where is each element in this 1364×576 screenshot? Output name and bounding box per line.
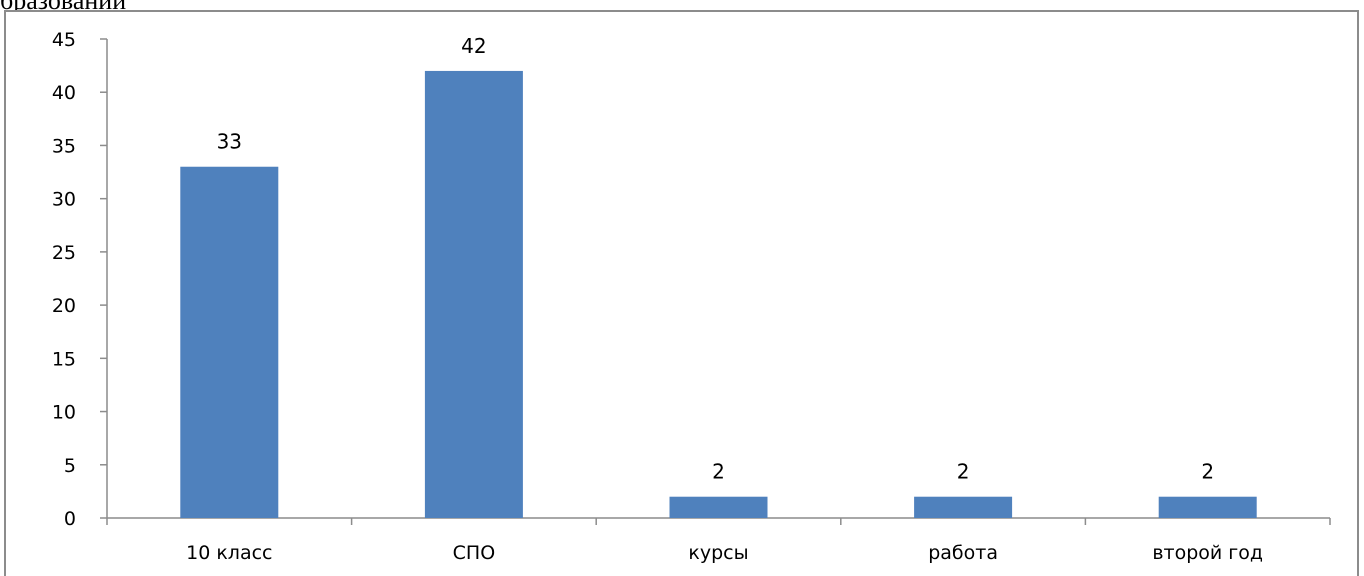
data-label: 33	[217, 130, 242, 154]
bar	[914, 496, 1013, 518]
x-tick-label: второй год	[1152, 542, 1263, 564]
y-tick-label: 10	[52, 402, 76, 424]
y-tick-label: 45	[52, 29, 76, 51]
x-tick-label: курсы	[688, 542, 748, 564]
data-label: 42	[461, 34, 486, 58]
bar	[424, 70, 523, 518]
y-axis: 0 5 10 15 20 25 30 35 40 45	[52, 29, 108, 530]
x-tick-label: СПО	[453, 542, 496, 564]
x-tick-label: 10 класс	[186, 542, 272, 564]
bars	[180, 70, 1257, 518]
y-tick-label: 0	[64, 508, 76, 530]
y-tick-label: 5	[64, 455, 76, 477]
y-tick-label: 15	[52, 348, 76, 370]
bar	[180, 166, 279, 518]
y-tick-label: 20	[52, 295, 76, 317]
y-tick-label: 30	[52, 189, 76, 211]
bar	[1158, 496, 1257, 518]
x-axis: 10 класс СПО курсы работа второй год	[106, 517, 1331, 564]
data-label: 2	[957, 460, 970, 484]
data-label: 2	[712, 460, 725, 484]
y-tick-label: 25	[52, 242, 76, 264]
y-tick-label: 35	[52, 135, 76, 157]
bar	[669, 496, 768, 518]
data-label: 2	[1201, 460, 1214, 484]
x-tick-label: работа	[928, 542, 998, 564]
y-tick-label: 40	[52, 82, 76, 104]
